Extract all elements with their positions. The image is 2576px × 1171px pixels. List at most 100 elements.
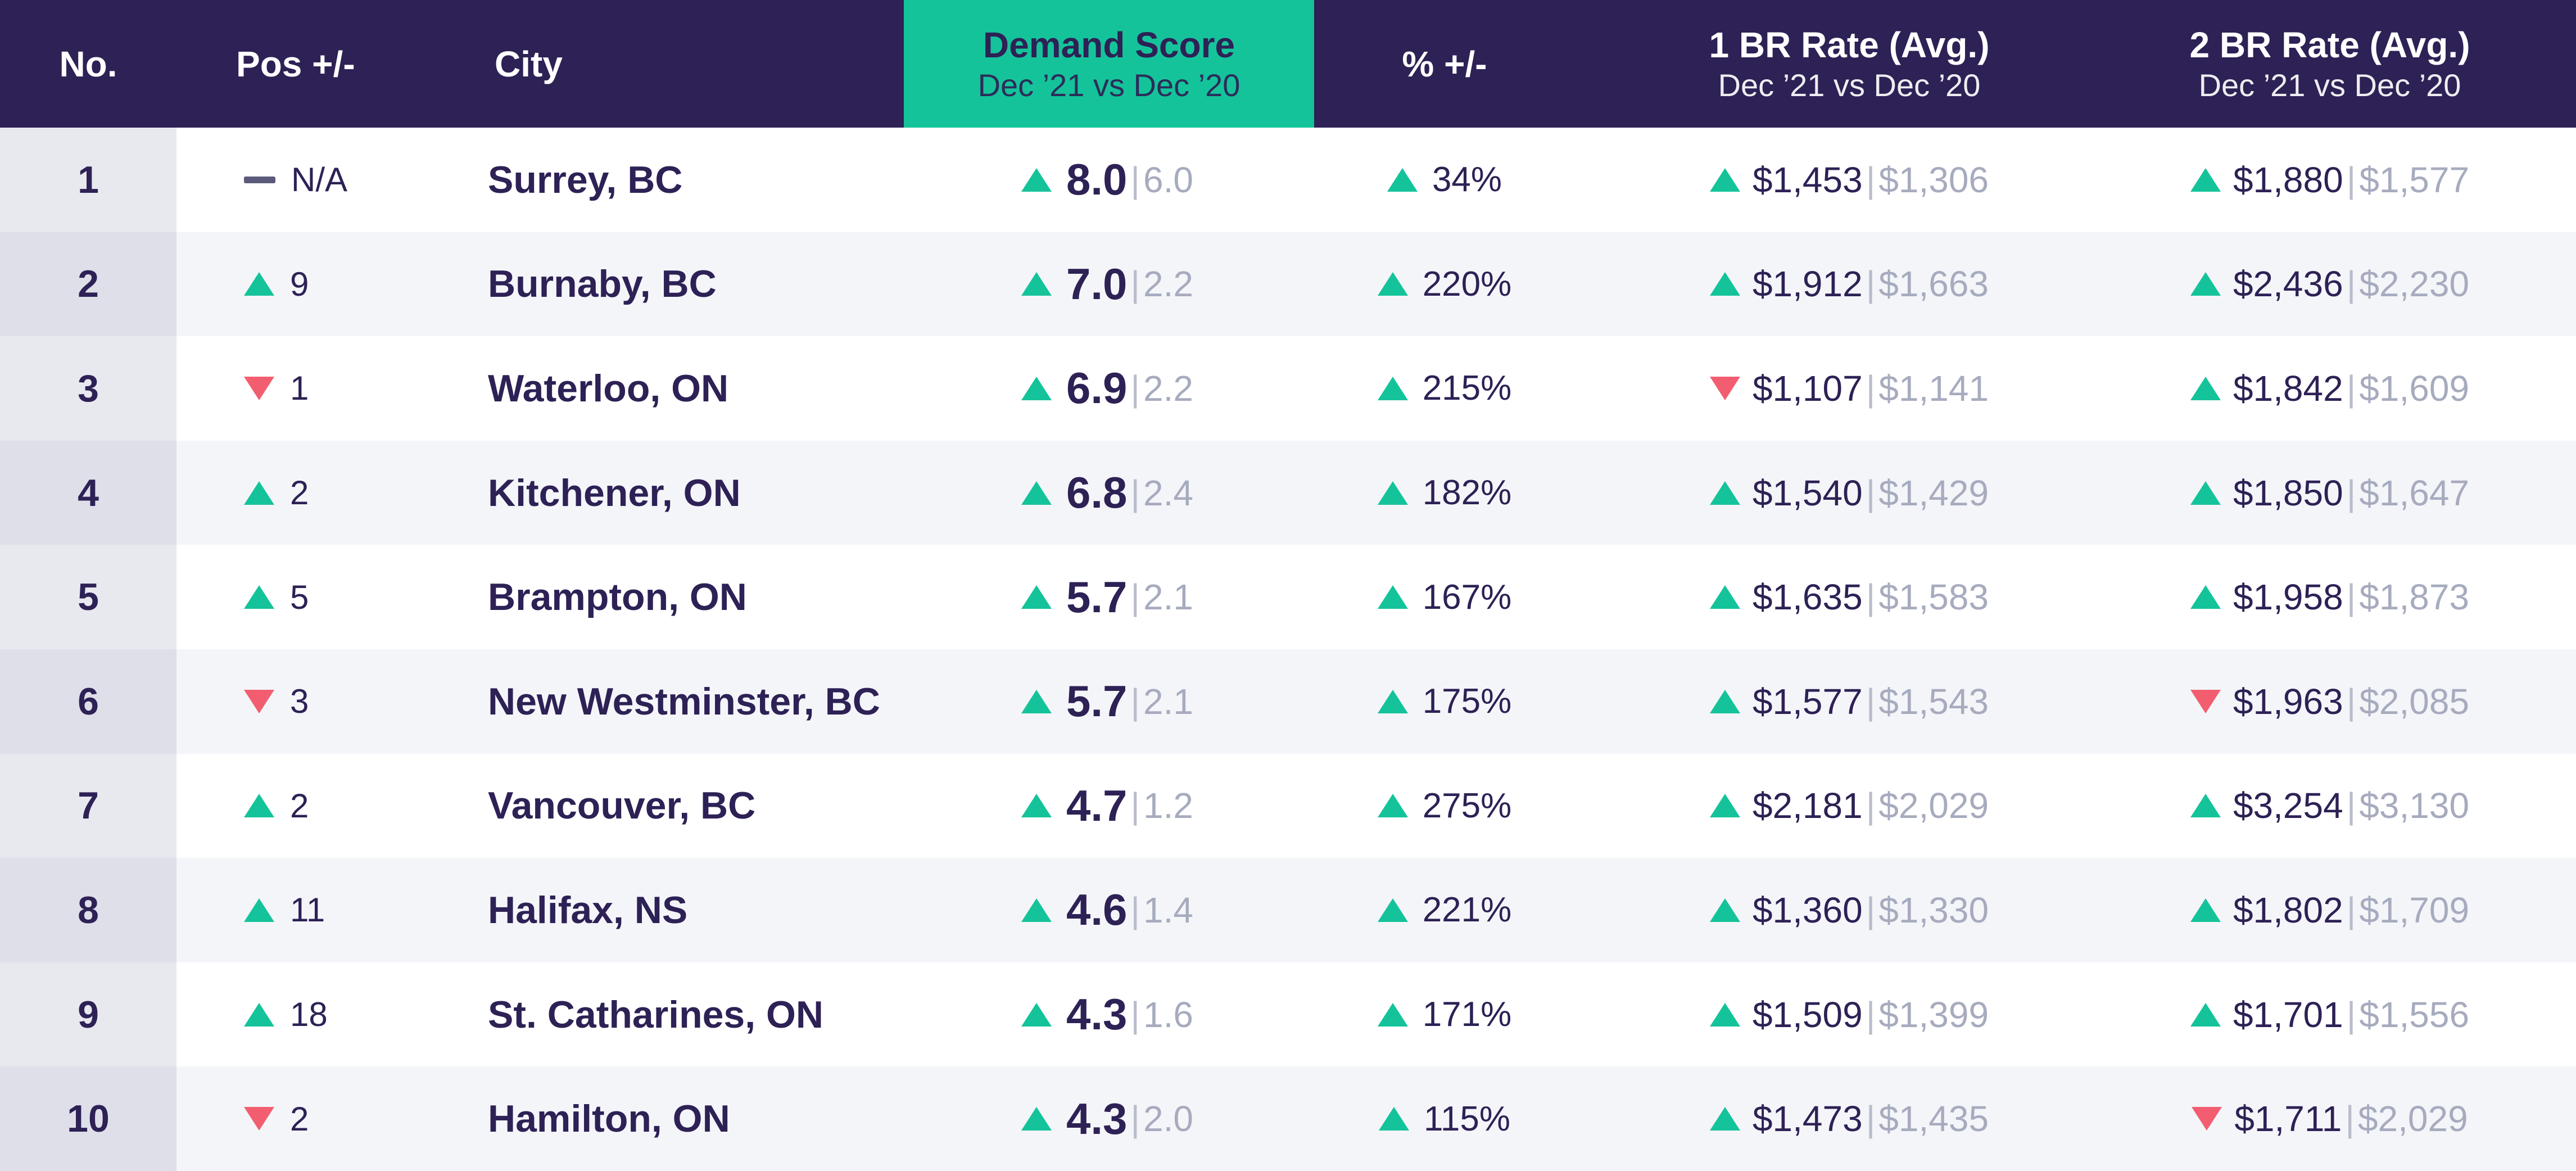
position-change-value: 1: [290, 369, 309, 408]
header-2br-rate-subtitle: Dec ’21 vs Dec ’20: [2198, 67, 2461, 103]
two-br-rate-previous: $1,609: [2359, 368, 2470, 409]
triangle-up-icon: [1709, 168, 1740, 192]
triangle-up-icon: [2190, 585, 2221, 609]
value-separator: |: [1866, 264, 1876, 305]
two-br-rate-previous: $3,130: [2359, 785, 2470, 826]
value-separator: |: [1866, 994, 1876, 1035]
triangle-up-icon: [1709, 898, 1740, 922]
header-pct: % +/-: [1315, 0, 1574, 128]
value-separator: |: [2345, 1098, 2355, 1140]
value-separator: |: [1130, 889, 1140, 930]
triangle-down-icon: [2190, 689, 2221, 713]
triangle-up-icon: [2190, 898, 2221, 922]
triangle-up-icon: [2190, 376, 2221, 400]
header-city-label: City: [495, 43, 563, 84]
position-change: 2: [244, 1066, 446, 1171]
city-name: Brampton, ON: [488, 576, 747, 619]
triangle-up-icon: [2190, 168, 2221, 192]
value-separator: |: [1866, 1098, 1876, 1140]
two-br-rate: $1,958 | $1,873: [2119, 545, 2541, 649]
value-separator: |: [1130, 159, 1140, 200]
demand-score: 6.8 | 2.4: [899, 441, 1315, 545]
one-br-rate: $2,181 | $2,029: [1641, 754, 2057, 858]
value-separator: |: [1866, 472, 1876, 513]
position-change-value: 9: [290, 265, 309, 303]
city-name: Waterloo, ON: [488, 367, 729, 410]
triangle-up-icon: [1021, 1107, 1052, 1131]
one-br-rate-previous: $1,330: [1878, 889, 1989, 930]
value-separator: |: [1130, 785, 1140, 826]
value-separator: |: [1130, 472, 1140, 513]
one-br-rate: $1,360 | $1,330: [1641, 858, 2057, 962]
two-br-rate: $1,711 | $2,029: [2119, 1066, 2541, 1171]
value-separator: |: [2346, 889, 2356, 930]
triangle-up-icon: [1377, 898, 1408, 922]
one-br-rate-current: $2,181: [1752, 785, 1863, 826]
triangle-up-icon: [1387, 168, 1418, 192]
one-br-rate-current: $1,453: [1752, 159, 1863, 200]
value-separator: |: [2346, 159, 2356, 200]
one-br-rate-current: $1,635: [1752, 577, 1863, 618]
demand-score-current: 4.3: [1066, 989, 1128, 1039]
one-br-rate: $1,912 | $1,663: [1641, 232, 2057, 337]
table-row: 8 11 Halifax, NS 4.6 | 1.4 221% $1,360 | $1,330 $1…: [0, 858, 2576, 962]
position-change-value: 18: [290, 996, 328, 1034]
triangle-up-icon: [1377, 272, 1408, 296]
percent-change: 171%: [1315, 962, 1574, 1067]
demand-score: 6.9 | 2.2: [899, 336, 1315, 441]
triangle-up-icon: [1021, 794, 1052, 818]
demand-score: 5.7 | 2.1: [899, 649, 1315, 754]
triangle-up-icon: [1021, 168, 1052, 192]
two-br-rate-previous: $1,647: [2359, 472, 2470, 513]
table-row: 5 5 Brampton, ON 5.7 | 2.1 167% $1,635 | $1,583 $1…: [0, 545, 2576, 649]
demand-score-current: 4.7: [1066, 780, 1128, 830]
triangle-up-icon: [1709, 1107, 1740, 1131]
demand-score: 4.3 | 2.0: [899, 1066, 1315, 1171]
one-br-rate: $1,453 | $1,306: [1641, 128, 2057, 232]
value-separator: |: [1866, 368, 1876, 409]
triangle-up-icon: [1709, 585, 1740, 609]
triangle-up-icon: [2190, 481, 2221, 505]
position-change: 1: [244, 336, 446, 441]
table-row: 2 9 Burnaby, BC 7.0 | 2.2 220% $1,912 | $1,663 $2,…: [0, 232, 2576, 337]
percent-change-value: 167%: [1422, 577, 1512, 617]
two-br-rate-current: $1,701: [2233, 994, 2343, 1035]
position-change: 18: [244, 962, 446, 1067]
position-change: 11: [244, 858, 446, 962]
one-br-rate-previous: $1,306: [1878, 159, 1989, 200]
header-pos-label: Pos +/-: [236, 43, 355, 84]
triangle-up-icon: [244, 272, 274, 296]
table-row: 4 2 Kitchener, ON 6.8 | 2.4 182% $1,540 | $1,429 $…: [0, 440, 2576, 545]
demand-score-previous: 1.6: [1143, 994, 1194, 1035]
demand-score-previous: 2.1: [1143, 577, 1194, 618]
header-no-label: No.: [59, 43, 117, 84]
two-br-rate-previous: $1,556: [2359, 994, 2470, 1035]
triangle-up-icon: [1377, 376, 1408, 400]
rank-number: 4: [0, 440, 176, 545]
rank-number: 1: [0, 128, 176, 232]
two-br-rate: $1,880 | $1,577: [2119, 128, 2541, 232]
percent-change-value: 220%: [1422, 264, 1512, 304]
percent-change-value: 115%: [1424, 1099, 1510, 1138]
one-br-rate-previous: $1,399: [1878, 994, 1989, 1035]
percent-change: 221%: [1315, 858, 1574, 962]
triangle-up-icon: [1021, 689, 1052, 713]
demand-score: 4.7 | 1.2: [899, 754, 1315, 858]
rank-number: 7: [0, 753, 176, 858]
triangle-up-icon: [2190, 794, 2221, 818]
rank-number: 9: [0, 962, 176, 1067]
one-br-rate-previous: $2,029: [1878, 785, 1989, 826]
triangle-up-icon: [1709, 689, 1740, 713]
one-br-rate: $1,107 | $1,141: [1641, 336, 2057, 441]
rank-number: 3: [0, 336, 176, 441]
percent-change-value: 171%: [1422, 995, 1512, 1034]
percent-change: 115%: [1315, 1066, 1574, 1171]
demand-score-previous: 6.0: [1143, 159, 1194, 200]
demand-score-current: 6.8: [1066, 468, 1128, 518]
two-br-rate: $1,850 | $1,647: [2119, 441, 2541, 545]
position-change: 9: [244, 232, 446, 337]
percent-change-value: 215%: [1422, 369, 1512, 408]
one-br-rate: $1,473 | $1,435: [1641, 1066, 2057, 1171]
triangle-up-icon: [2190, 1002, 2221, 1027]
two-br-rate-current: $2,436: [2233, 264, 2343, 305]
